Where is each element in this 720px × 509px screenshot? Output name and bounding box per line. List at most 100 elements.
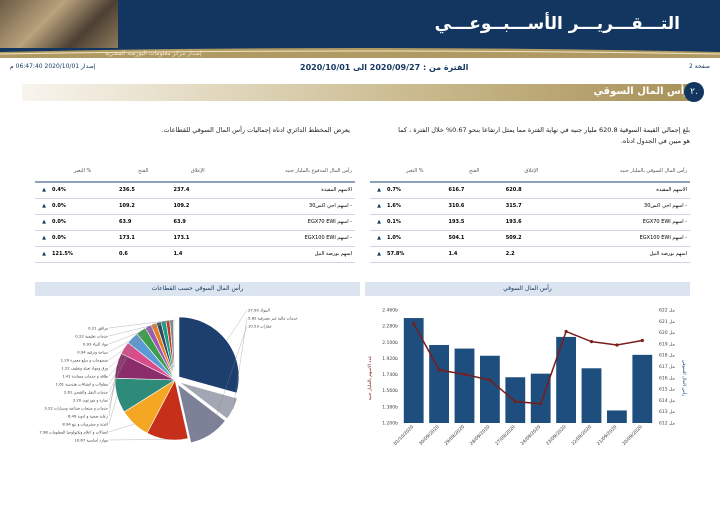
pie-leader-line (108, 321, 164, 361)
up-arrow-icon: ▲ (370, 230, 384, 247)
pie-label: 10.53 عقارات (248, 323, 272, 328)
up-arrow-icon: ▲ (370, 182, 384, 199)
change-value: 0.4% (49, 182, 116, 199)
close-value: 109.2 (170, 198, 225, 215)
report-subtitle: إصدار مركز معلومات البورصة المصرية (105, 50, 202, 57)
row-label: اسهم بورصة النيل (560, 246, 690, 263)
open-value: 109.2 (116, 198, 171, 215)
pie-label: 1.41 طاقة و خدمات مساندة (62, 373, 108, 378)
pie-label: 3.22 خدمات و منتجات صناعية وسيارات (44, 405, 108, 410)
pie-leader-line (108, 347, 125, 409)
paid-capital-table: رأس المال المدفوع بالمليار جنيه الإغلاق … (35, 160, 355, 263)
line-point (488, 378, 492, 382)
line-point (615, 343, 619, 347)
open-value: 310.6 (445, 198, 503, 215)
pie-label: 8.94 اغذية و مشروبات و تبغ (62, 421, 108, 426)
col-header-close: الإغلاق (502, 160, 560, 183)
up-arrow-icon: ▲ (35, 214, 49, 231)
y-right-tick: 620 مل (659, 330, 675, 336)
bar (429, 344, 450, 423)
pie-leader-line (108, 322, 159, 369)
bar (479, 355, 500, 423)
x-tick-label: 23/09/2020 (545, 424, 568, 447)
y-left-label: عدد الاسهم بالمليار جنيه (368, 355, 373, 400)
table-row: - اسهم EGX70 EWI 193.6 193.5 0.1% ▲ (370, 214, 690, 231)
change-value: 0.0% (49, 198, 116, 215)
report-period: الفترة من : 2020/09/27 الى 2020/10/01 (300, 63, 469, 72)
col-header-arrow (370, 160, 384, 183)
change-value: 0.1% (384, 214, 446, 231)
y-right-tick: 618 مل (659, 353, 675, 359)
change-value: 57.8% (384, 246, 446, 263)
issue-timestamp: إصدار 2020/10/01 06:47:40 م (10, 63, 96, 70)
pie-slice (178, 316, 240, 394)
line-point (437, 368, 441, 372)
pie-label: 1.22 ورق ومواد تعبئة وتغليف (61, 365, 108, 370)
series-line (413, 323, 643, 405)
y-right-tick: 612 مل (659, 421, 675, 427)
pie-label: 1.61 مقاولات و انشاءات هندسية (56, 381, 108, 386)
section-title: رأس المال السوقي (593, 86, 690, 97)
pie-leader-line (108, 423, 135, 433)
x-tick-label: 30/09/2020 (418, 424, 441, 447)
bar (581, 368, 602, 423)
page-number: صفحة 2 (689, 63, 710, 70)
banner-wave (0, 48, 720, 58)
market-cap-paragraph: بلغ إجمالي القيمة السوقية 620.8 مليار جن… (398, 126, 690, 145)
banner-photo (0, 0, 118, 48)
y-left-tick: 2.280b (382, 324, 398, 330)
x-tick-label: 29/09/2020 (443, 424, 466, 447)
table-row: اسهم بورصة النيل 1.4 0.6 121.5% ▲ (35, 246, 355, 263)
pie-label: 5.82 خدمات مالية غير مصرفية (248, 315, 298, 320)
close-value: 63.9 (170, 214, 225, 231)
col-header-open: الفتح (116, 160, 171, 183)
y-right-tick: 621 مل (659, 319, 675, 325)
y-right-tick: 619 مل (659, 341, 675, 347)
y-left-tick: 1.740b (382, 372, 398, 378)
change-value: 0.7% (384, 182, 446, 199)
row-label: - اسهم اجي اكس30 (560, 198, 690, 215)
pie-label: 3.20 تجارة و موزعون (73, 397, 108, 402)
close-value: 315.7 (502, 198, 560, 215)
change-value: 0.0% (49, 230, 116, 247)
close-value: 509.2 (502, 230, 560, 247)
pie-leader-line (108, 337, 133, 401)
close-value: 2.2 (502, 246, 560, 263)
table-row: - اسهم EGX100 EWI 509.2 504.1 1.0% ▲ (370, 230, 690, 247)
x-tick-label: 24/09/2020 (520, 424, 543, 447)
bar (454, 348, 475, 423)
pie-label: 0.21 مرافق (88, 325, 108, 330)
line-point (462, 372, 467, 377)
row-label: الاسهم المقيدة (225, 182, 355, 199)
x-tick-label: 22/09/2020 (570, 424, 593, 447)
pie-chart-title: رأس المال السوقي حسب القطاعات (35, 282, 360, 296)
bar (606, 410, 627, 423)
up-arrow-icon: ▲ (370, 246, 384, 263)
pie-leader-line (108, 319, 175, 329)
col-header-label: رأس المال السوقي بالمليار جنيه (560, 160, 690, 183)
row-label: - اسهم EGX100 EWI (560, 230, 690, 247)
bar (632, 354, 653, 423)
y-left-tick: 1.560b (382, 388, 398, 394)
y-right-tick: 615 مل (659, 387, 675, 393)
pie-label: 6.49 رعاية صحية و ادوية (68, 413, 108, 418)
up-arrow-icon: ▲ (35, 246, 49, 263)
line-point (564, 329, 568, 334)
close-value: 237.4 (170, 182, 225, 199)
bar-chart-title: رأس المال السوقي (365, 282, 690, 296)
close-value: 620.8 (502, 182, 560, 199)
table-row: اسهم بورصة النيل 2.2 1.4 57.8% ▲ (370, 246, 690, 263)
row-label: - اسهم EGX70 EWI (225, 214, 355, 231)
pie-label: 2.61 خدمات النقل والشحن (64, 389, 109, 394)
x-tick-label: 21/09/2020 (596, 424, 619, 447)
y-left-tick: 2.100b (382, 340, 398, 346)
y-right-tick: 617 مل (659, 364, 675, 370)
y-left-tick: 1.920b (382, 356, 398, 362)
col-header-label: رأس المال المدفوع بالمليار جنيه (225, 160, 355, 183)
y-left-tick: 1.200b (382, 421, 398, 427)
up-arrow-icon: ▲ (35, 198, 49, 215)
pie-leader-line (108, 365, 117, 417)
table-row: - اسهم اجي اكس30 109.2 109.2 0.0% ▲ (35, 198, 355, 215)
close-value: 193.6 (502, 214, 560, 231)
pie-leader-line (209, 325, 248, 435)
